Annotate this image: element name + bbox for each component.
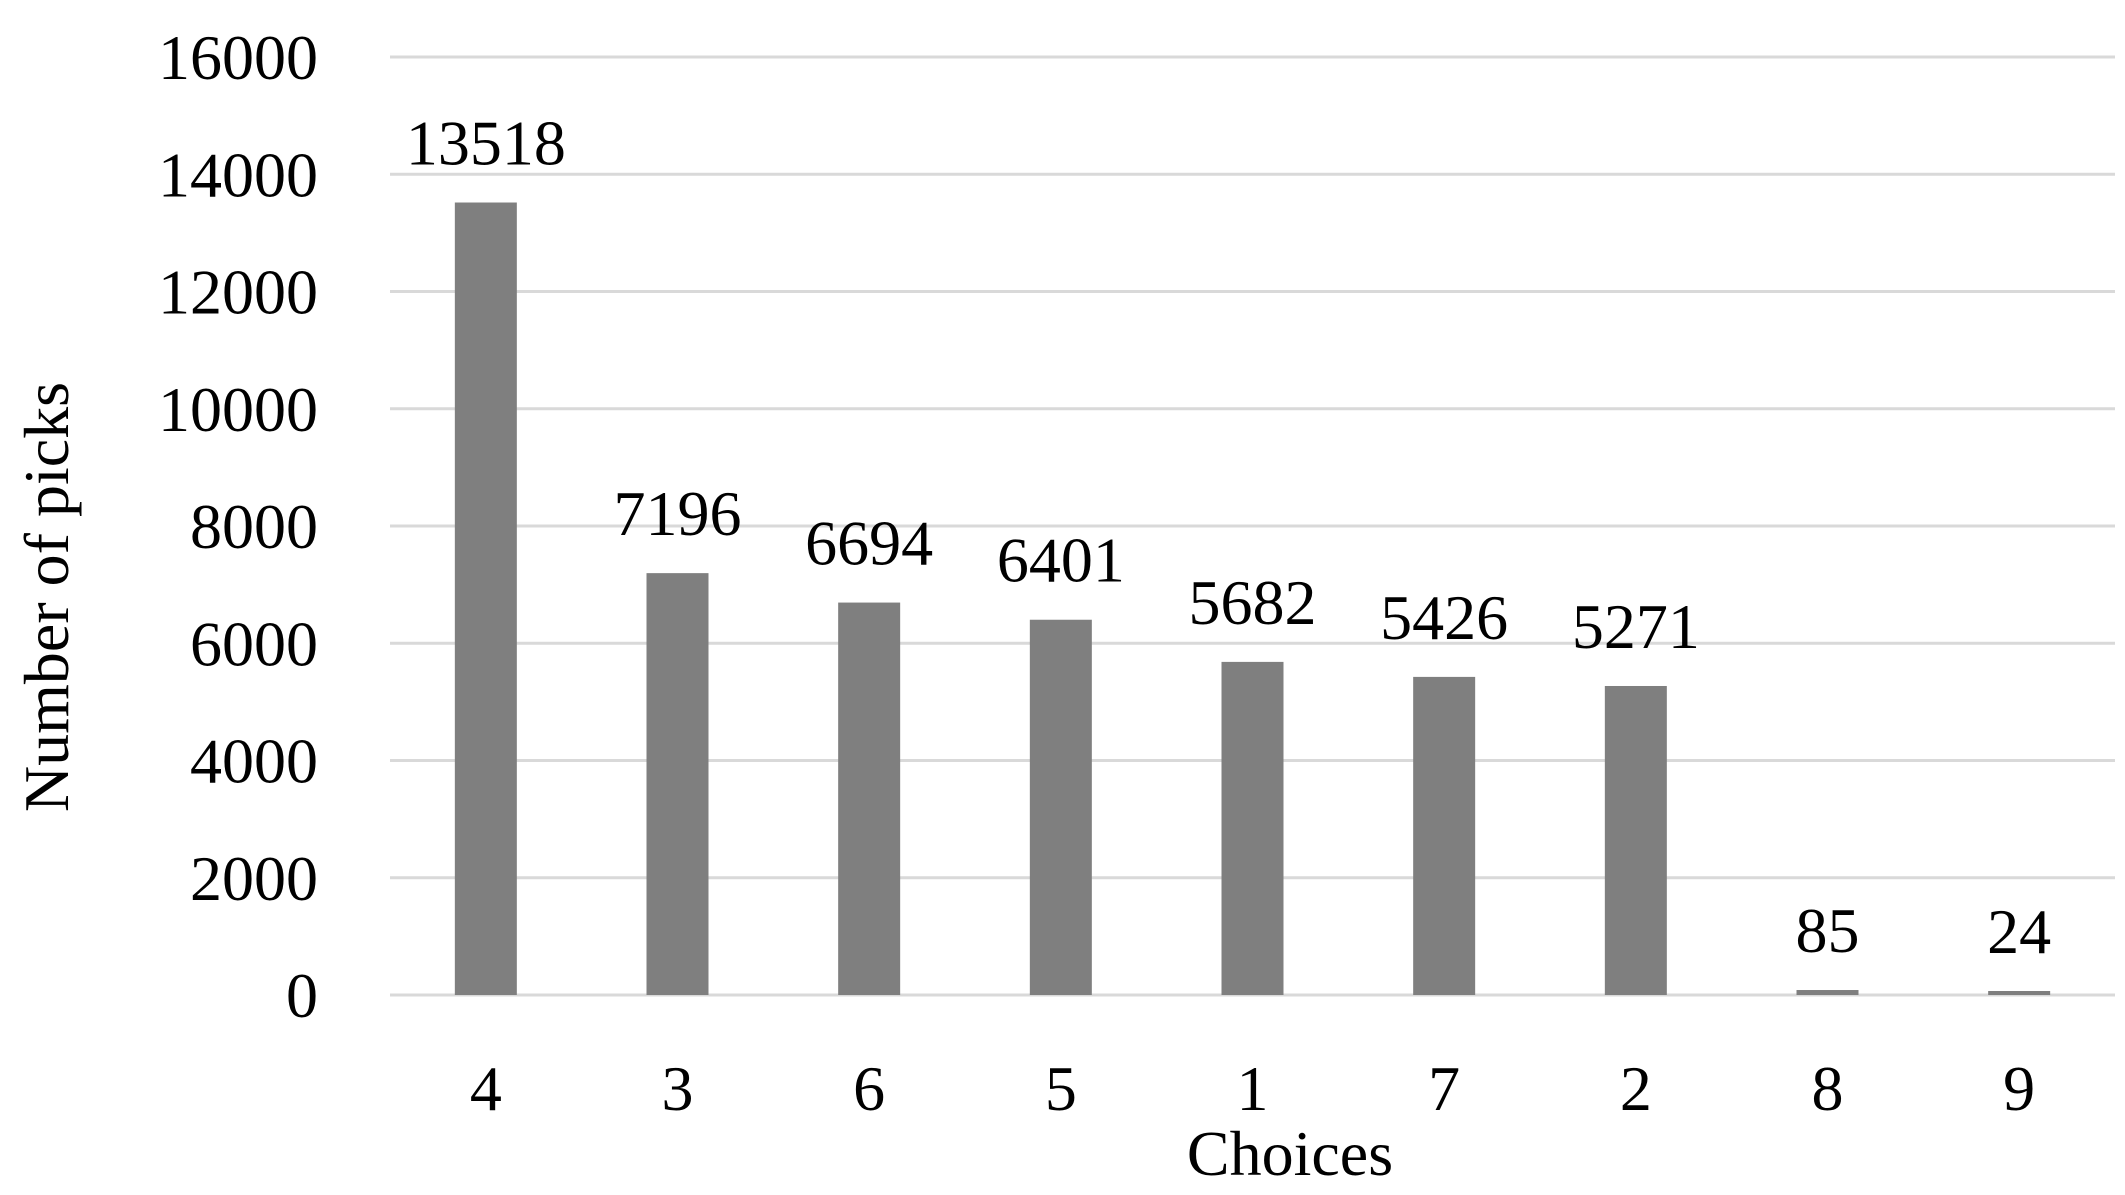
x-tick-label-6: 6 bbox=[853, 1053, 885, 1124]
data-label-2: 5271 bbox=[1572, 591, 1700, 662]
y-tick-label: 2000 bbox=[190, 843, 318, 914]
bar-3 bbox=[646, 573, 709, 995]
y-tick-label: 12000 bbox=[158, 257, 318, 328]
y-tick-label: 4000 bbox=[190, 726, 318, 797]
x-tick-label-2: 2 bbox=[1620, 1053, 1652, 1124]
data-label-3: 7196 bbox=[614, 478, 742, 549]
bar-9 bbox=[1988, 991, 2051, 995]
bar-5 bbox=[1029, 619, 1092, 995]
y-tick-label: 10000 bbox=[158, 374, 318, 445]
bar-1 bbox=[1221, 661, 1284, 995]
y-tick-label: 14000 bbox=[158, 139, 318, 210]
data-label-7: 5426 bbox=[1380, 582, 1508, 653]
bar-8 bbox=[1796, 990, 1859, 995]
x-tick-label-8: 8 bbox=[1812, 1053, 1844, 1124]
y-axis-title: Number of picks bbox=[11, 382, 82, 812]
y-tick-label: 8000 bbox=[190, 491, 318, 562]
bar-2 bbox=[1604, 685, 1667, 995]
y-tick-label: 0 bbox=[286, 960, 318, 1031]
y-tick-label: 16000 bbox=[158, 22, 318, 93]
x-axis-title: Choices bbox=[1187, 1118, 1393, 1189]
data-labels: 13518 7196 6694 6401 5682 5426 5271 85 24 bbox=[406, 108, 2051, 967]
x-tick-label-5: 5 bbox=[1045, 1053, 1077, 1124]
data-label-9: 24 bbox=[1987, 896, 2051, 967]
data-label-6: 6694 bbox=[805, 508, 933, 579]
x-tick-labels: 4 3 6 5 1 7 2 8 9 bbox=[470, 1053, 2035, 1124]
bar-6 bbox=[838, 602, 901, 995]
data-label-4: 13518 bbox=[406, 108, 566, 179]
x-tick-label-4: 4 bbox=[470, 1053, 502, 1124]
data-label-1: 5682 bbox=[1189, 567, 1317, 638]
y-tick-labels: 0 2000 4000 6000 8000 10000 12000 14000 16000 bbox=[158, 22, 318, 1031]
x-tick-label-3: 3 bbox=[662, 1053, 694, 1124]
x-tick-label-7: 7 bbox=[1428, 1053, 1460, 1124]
bars bbox=[454, 202, 2051, 995]
x-tick-label-9: 9 bbox=[2003, 1053, 2035, 1124]
y-tick-label: 6000 bbox=[190, 608, 318, 679]
bar-7 bbox=[1413, 676, 1476, 995]
bar-4 bbox=[454, 202, 517, 995]
data-label-8: 85 bbox=[1796, 895, 1860, 966]
x-tick-label-1: 1 bbox=[1237, 1053, 1269, 1124]
data-label-5: 6401 bbox=[997, 525, 1125, 596]
